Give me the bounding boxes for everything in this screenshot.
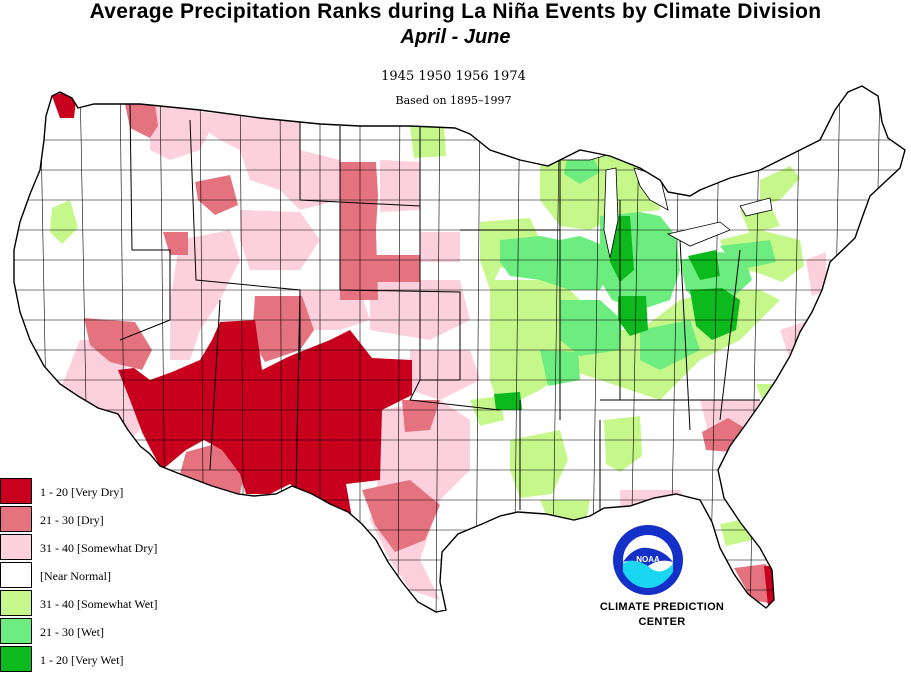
legend-label: 31 - 40 [Somewhat Wet] (40, 597, 158, 611)
map-subtitle: April - June (400, 26, 511, 48)
legend-label: 1 - 20 [Very Dry] (40, 485, 124, 499)
legend-label: 31 - 40 [Somewhat Dry] (40, 541, 158, 555)
legend-label: 21 - 30 [Dry] (40, 513, 104, 527)
legend-item-somewhat-dry: 31 - 40 [Somewhat Dry] (0, 534, 260, 562)
noaa-logo-text: NOAA (636, 555, 660, 564)
legend-item-very-dry: 1 - 20 [Very Dry] (0, 478, 260, 506)
legend-item-somewhat-wet: 31 - 40 [Somewhat Wet] (0, 590, 260, 618)
us-climate-division-map (13, 85, 906, 613)
basis-text: Based on 1895–1997 (395, 94, 512, 107)
noaa-logo-icon: NOAA (613, 525, 683, 595)
basis-line: Based on 1895–1997 (0, 94, 911, 107)
legend-item-wet: 21 - 30 [Wet] (0, 618, 260, 646)
credit-line-2: CENTER (638, 616, 686, 628)
legend-swatch (0, 534, 32, 560)
state-boundaries (119, 103, 760, 510)
very-wet-regions (494, 216, 740, 410)
legend-swatch (0, 562, 32, 588)
legend-swatch (0, 646, 32, 672)
years-line: 1945 1950 1956 1974 (0, 69, 911, 84)
division-fills (14, 86, 905, 612)
credit-line-1: CLIMATE PREDICTION (599, 601, 725, 613)
legend-swatch (0, 618, 32, 644)
legend-label: [Near Normal] (40, 569, 111, 583)
very-dry-regions (52, 92, 776, 606)
legend-swatch (0, 590, 32, 616)
legend-swatch (0, 506, 32, 532)
legend-item-dry: 21 - 30 [Dry] (0, 506, 260, 534)
legend-swatch (0, 478, 32, 504)
legend-item-near-normal: [Near Normal] (0, 562, 260, 590)
legend-label: 21 - 30 [Wet] (40, 625, 105, 639)
years-text: 1945 1950 1956 1974 (381, 69, 526, 84)
map-title: Average Precipitation Ranks during La Ni… (89, 0, 822, 23)
legend-item-very-wet: 1 - 20 [Very Wet] (0, 646, 260, 674)
legend-label: 1 - 20 [Very Wet] (40, 653, 124, 667)
